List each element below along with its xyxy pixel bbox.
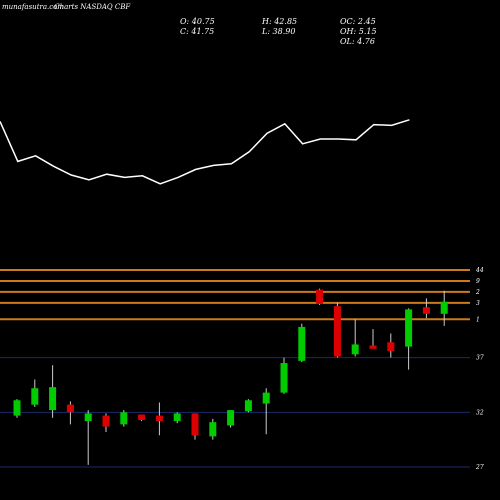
candle-body-up [262, 392, 270, 404]
candle [351, 319, 359, 357]
candle-body-down [387, 342, 395, 352]
candle [13, 399, 21, 418]
candle [84, 410, 92, 465]
candle-body-up [209, 422, 217, 437]
candle-body-up [440, 301, 448, 314]
level-lines [0, 269, 470, 321]
candle-body-up [298, 326, 306, 361]
candle-body-up [84, 413, 92, 422]
candle-body-up [120, 412, 128, 425]
candle-body-down [316, 289, 324, 304]
level-label: 44 [475, 267, 484, 274]
close-value: C: 41.75 [180, 27, 215, 36]
oh-value: OH: 5.15 [340, 27, 377, 36]
candle-body-up [227, 410, 235, 426]
y-axis-ticks: 27 32 37 44 9 2 3 1 [475, 267, 484, 471]
candle-body-up [173, 413, 181, 422]
candle [422, 298, 430, 319]
y-tick-label: 27 [475, 464, 484, 471]
candle-body-up [13, 400, 21, 416]
candle [244, 399, 252, 413]
candle [209, 418, 217, 440]
level-label: 2 [475, 289, 480, 296]
high-value: H: 42.85 [262, 17, 298, 26]
chart-title: Charts NASDAQ CBF [54, 3, 131, 11]
candle [120, 410, 128, 427]
candle-body-down [66, 404, 74, 413]
candle-body-up [49, 387, 57, 411]
candle-body-up [405, 309, 413, 347]
candle [227, 410, 235, 428]
candle [405, 308, 413, 370]
candle-body-down [333, 306, 341, 357]
candle-body-down [155, 415, 163, 422]
candle [280, 357, 288, 394]
candle [173, 412, 181, 424]
y-tick-label: 37 [476, 355, 484, 362]
indicator-line [0, 119, 410, 185]
candle-body-up [244, 400, 252, 412]
candle [102, 413, 110, 433]
candle [262, 388, 270, 435]
candle [387, 333, 395, 358]
candle [333, 302, 341, 358]
candle-body-up [351, 344, 359, 355]
candle-body-up [31, 388, 39, 405]
candle [298, 323, 306, 362]
low-value: L: 38.90 [262, 27, 296, 36]
candle-body-down [138, 414, 146, 420]
candle [49, 365, 57, 418]
indicator-line-layer [0, 119, 410, 185]
candle [316, 288, 324, 306]
candle-body-down [422, 307, 430, 314]
candle [440, 290, 448, 326]
candle-body-up [280, 363, 288, 393]
level-label: 1 [476, 316, 480, 323]
candle [369, 329, 377, 349]
candle-body-down [191, 413, 199, 436]
candle [31, 379, 39, 407]
level-label: 9 [476, 278, 480, 285]
candle-body-down [369, 345, 377, 349]
candle [138, 414, 146, 422]
oc-value: OC: 2.45 [340, 17, 376, 26]
candle [155, 402, 163, 436]
ol-value: OL: 4.76 [340, 37, 375, 46]
chart-header: munafasutra.com Charts NASDAQ CBF [2, 3, 130, 11]
candles [13, 288, 448, 465]
open-value: O: 40.75 [180, 17, 215, 26]
level-label: 3 [476, 300, 480, 307]
candle [191, 413, 199, 440]
grid-layer [0, 357, 470, 468]
source-label: munafasutra.com [2, 3, 65, 11]
candle [66, 401, 74, 425]
y-tick-label: 32 [476, 409, 484, 416]
candle-body-down [102, 415, 110, 427]
